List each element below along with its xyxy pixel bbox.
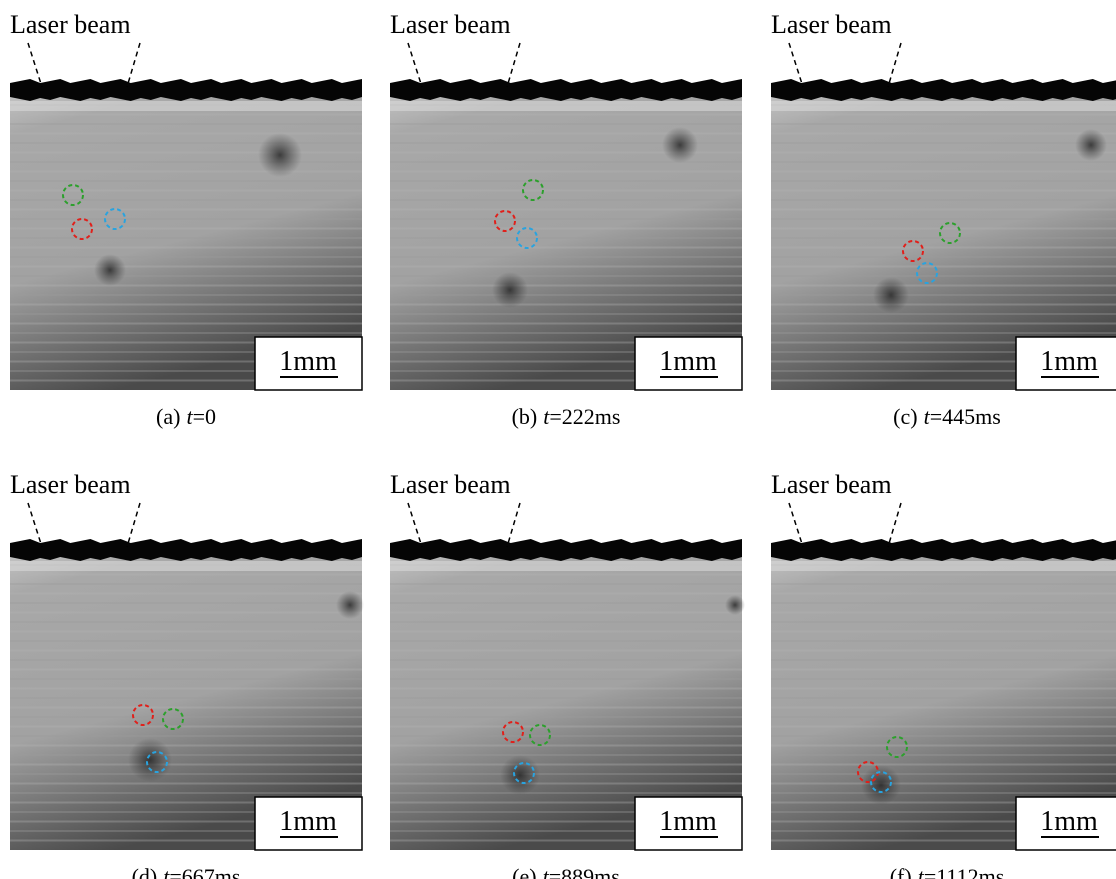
annotation: Laser beam [771, 470, 892, 499]
annotation: Laser beam [10, 470, 131, 499]
blob [336, 591, 364, 619]
caption-label: (a) [156, 404, 180, 429]
beam-line [127, 43, 140, 87]
bright-layer [771, 561, 1116, 571]
blob [128, 738, 172, 782]
figure: 1mm Laser beam (a)t=0 1mm Laser beam (b)t=222… [0, 0, 1116, 879]
scale-label: 1mm [659, 806, 717, 837]
blob [492, 272, 528, 308]
bright-layer [771, 101, 1116, 111]
bright-layer [10, 561, 362, 571]
bright-layer [390, 561, 742, 571]
panel: 1mm [390, 79, 742, 390]
panel: 1mm [10, 79, 362, 390]
caption-value: =889ms [549, 864, 620, 879]
beam-line [127, 503, 140, 547]
beam-line [888, 43, 901, 87]
blob [94, 254, 126, 286]
caption-value: =445ms [930, 404, 1001, 429]
caption-label: (d) [132, 864, 158, 879]
scale-label: 1mm [1040, 346, 1098, 377]
blob [725, 595, 745, 615]
caption-label: (b) [512, 404, 538, 429]
bright-layer [10, 101, 362, 111]
caption-value: =667ms [169, 864, 240, 879]
caption: (e)t=889ms [512, 864, 620, 879]
blob [1075, 129, 1107, 161]
beam-line [507, 43, 520, 87]
annotation: Laser beam [390, 10, 511, 39]
panel: 1mm [771, 79, 1116, 390]
annotation: Laser beam [771, 10, 892, 39]
beam-line [507, 503, 520, 547]
caption-value: =0 [193, 404, 216, 429]
beam-line [888, 503, 901, 547]
blob [873, 277, 909, 313]
panel: 1mm [771, 539, 1116, 850]
caption: (a)t=0 [156, 404, 216, 429]
panel: 1mm [390, 539, 745, 850]
caption-value: =1112ms [924, 864, 1004, 879]
annotation: Laser beam [390, 470, 511, 499]
caption: (b)t=222ms [512, 404, 621, 429]
caption-label: (e) [512, 864, 536, 879]
caption-label: (c) [893, 404, 917, 429]
annotation: Laser beam [10, 10, 131, 39]
blob [258, 133, 302, 177]
panel: 1mm [10, 539, 364, 850]
caption: (c)t=445ms [893, 404, 1001, 429]
blob [662, 127, 698, 163]
scale-label: 1mm [279, 346, 337, 377]
scale-label: 1mm [279, 806, 337, 837]
bright-layer [390, 101, 742, 111]
blob [861, 765, 901, 805]
caption-value: =222ms [549, 404, 620, 429]
caption: (d)t=667ms [132, 864, 241, 879]
scale-label: 1mm [1040, 806, 1098, 837]
caption-label: (f) [890, 864, 912, 879]
caption: (f)t=1112ms [890, 864, 1005, 879]
scale-label: 1mm [659, 346, 717, 377]
